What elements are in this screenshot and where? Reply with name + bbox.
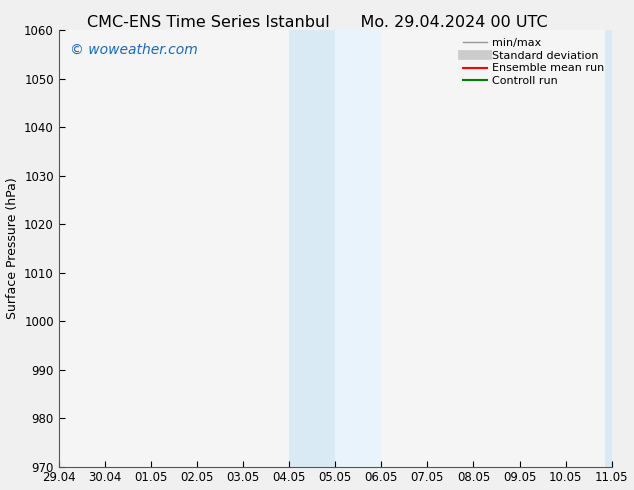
Text: © woweather.com: © woweather.com [70, 43, 198, 57]
Y-axis label: Surface Pressure (hPa): Surface Pressure (hPa) [6, 177, 18, 319]
Legend: min/max, Standard deviation, Ensemble mean run, Controll run: min/max, Standard deviation, Ensemble me… [460, 36, 606, 89]
Bar [605, 30, 612, 466]
Text: CMC-ENS Time Series Istanbul      Mo. 29.04.2024 00 UTC: CMC-ENS Time Series Istanbul Mo. 29.04.2… [87, 15, 547, 30]
Bar [289, 30, 335, 466]
Bar [335, 30, 381, 466]
